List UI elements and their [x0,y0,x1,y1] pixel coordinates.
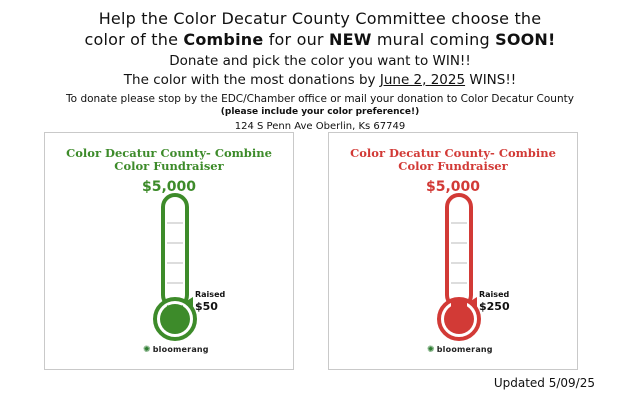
bloomerang-logo-icon: ✺ [427,345,435,355]
goal-amount: $5,000 [141,179,197,195]
raised-value: $50 [195,300,218,313]
deadline-line: The color with the most donations by Jun… [0,71,640,90]
deadline-date: June 2, 2025 [379,72,466,88]
donate-instructions: To donate please stop by the EDC/Chamber… [66,93,574,105]
red-fundraiser-card: Color Decatur County- Combine Color Fund… [328,132,578,370]
deadline-text: WINS!! [465,72,517,88]
pointer-arrow-icon [469,297,477,307]
headline-text: color of the [84,30,184,49]
raised-label: Raised [479,290,510,299]
raised-value: $250 [479,300,510,313]
flyer-header: Help the Color Decatur County Committee … [0,8,640,133]
headline-bold-soon: SOON! [495,30,556,49]
bloomerang-logo: ✺ bloomerang [143,345,209,355]
card-title: Color Decatur County- Combine Color Fund… [45,147,293,173]
raised-indicator: Raised $250 [469,290,510,313]
headline-bold-combine: Combine [183,30,264,49]
raised-label: Raised [195,290,226,299]
card-title-line-1: Color Decatur County- Combine [66,146,272,160]
mailing-address: 124 S Penn Ave Oberlin, Ks 67749 [234,121,406,132]
card-title-line-2: Color Fundraiser [398,159,508,173]
headline-line-2: color of the Combine for our NEW mural c… [0,29,640,50]
deadline-text: The color with the most donations by [123,72,380,88]
thermometer-icon [437,193,481,341]
card-title-line-2: Color Fundraiser [114,159,224,173]
card-title-line-1: Color Decatur County- Combine [350,146,556,160]
donate-line: Donate and pick the color you want to WI… [169,53,471,69]
goal-amount: $5,000 [425,179,481,195]
bloomerang-logo: ✺ bloomerang [427,345,493,355]
updated-date: Updated 5/09/25 [493,376,595,390]
card-title: Color Decatur County- Combine Color Fund… [329,147,577,173]
headline-text: mural coming [371,30,496,49]
bloomerang-logo-icon: ✺ [143,345,151,355]
thermometer-icon [153,193,197,341]
green-fundraiser-card: Color Decatur County- Combine Color Fund… [44,132,294,370]
color-preference-note: (please include your color preference!) [220,107,420,117]
brand-name: bloomerang [436,345,493,354]
headline-bold-new: NEW [328,30,372,49]
raised-indicator: Raised $50 [185,290,226,313]
headline-line-1: Help the Color Decatur County Committee … [98,9,542,28]
brand-name: bloomerang [152,345,209,354]
headline-text: for our [263,30,329,49]
pointer-arrow-icon [185,297,193,307]
